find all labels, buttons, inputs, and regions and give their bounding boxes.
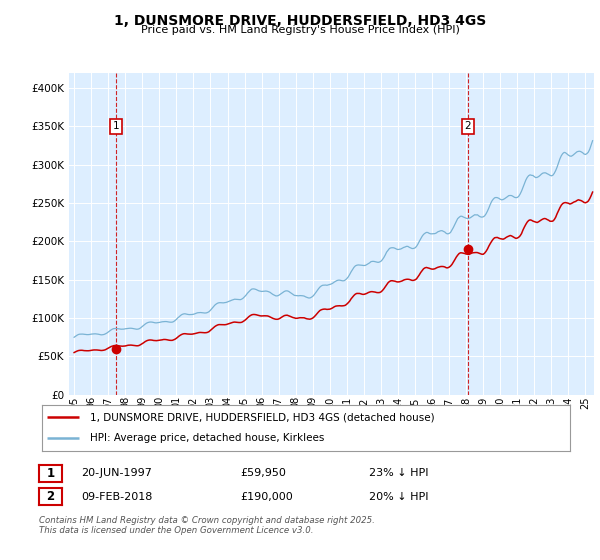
Text: 2: 2 bbox=[46, 490, 55, 503]
Text: 20% ↓ HPI: 20% ↓ HPI bbox=[369, 492, 428, 502]
Text: £190,000: £190,000 bbox=[240, 492, 293, 502]
Text: HPI: Average price, detached house, Kirklees: HPI: Average price, detached house, Kirk… bbox=[89, 433, 324, 444]
Text: 20-JUN-1997: 20-JUN-1997 bbox=[81, 468, 152, 478]
Text: 1: 1 bbox=[46, 466, 55, 480]
Text: 23% ↓ HPI: 23% ↓ HPI bbox=[369, 468, 428, 478]
Text: 1, DUNSMORE DRIVE, HUDDERSFIELD, HD3 4GS: 1, DUNSMORE DRIVE, HUDDERSFIELD, HD3 4GS bbox=[114, 14, 486, 28]
Text: Price paid vs. HM Land Registry's House Price Index (HPI): Price paid vs. HM Land Registry's House … bbox=[140, 25, 460, 35]
Text: 1: 1 bbox=[113, 122, 119, 132]
Text: 09-FEB-2018: 09-FEB-2018 bbox=[81, 492, 152, 502]
Text: £59,950: £59,950 bbox=[240, 468, 286, 478]
Text: 2: 2 bbox=[464, 122, 471, 132]
Text: Contains HM Land Registry data © Crown copyright and database right 2025.: Contains HM Land Registry data © Crown c… bbox=[39, 516, 375, 525]
Text: This data is licensed under the Open Government Licence v3.0.: This data is licensed under the Open Gov… bbox=[39, 526, 314, 535]
Text: 1, DUNSMORE DRIVE, HUDDERSFIELD, HD3 4GS (detached house): 1, DUNSMORE DRIVE, HUDDERSFIELD, HD3 4GS… bbox=[89, 412, 434, 422]
